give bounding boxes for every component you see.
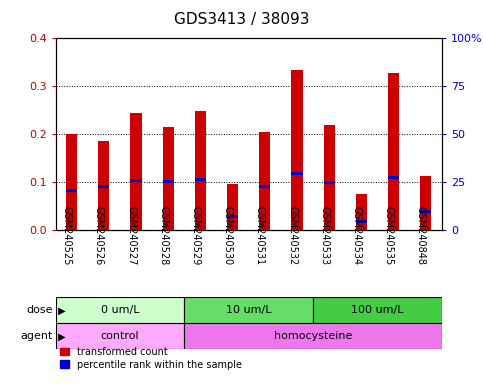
Bar bbox=[98, 141, 110, 230]
Bar bbox=[195, 178, 206, 181]
Bar bbox=[291, 172, 303, 175]
Bar bbox=[259, 132, 270, 230]
Text: GDS3413 / 38093: GDS3413 / 38093 bbox=[174, 12, 309, 26]
Text: GSM240525: GSM240525 bbox=[62, 206, 71, 265]
Text: homocysteine: homocysteine bbox=[274, 331, 352, 341]
Text: 10 um/L: 10 um/L bbox=[226, 305, 271, 315]
Bar bbox=[98, 185, 110, 188]
Text: GSM240529: GSM240529 bbox=[190, 206, 200, 265]
Bar bbox=[66, 134, 77, 230]
Bar bbox=[195, 111, 206, 230]
Bar bbox=[259, 185, 270, 188]
Text: dose: dose bbox=[27, 305, 53, 315]
Bar bbox=[388, 73, 399, 230]
Bar bbox=[227, 184, 238, 230]
Bar bbox=[356, 220, 367, 223]
Bar bbox=[227, 215, 238, 218]
Text: GSM240534: GSM240534 bbox=[352, 206, 361, 265]
Bar bbox=[163, 180, 174, 182]
Bar bbox=[291, 70, 303, 230]
Bar bbox=[66, 189, 77, 192]
Text: GSM240535: GSM240535 bbox=[384, 206, 394, 265]
Bar bbox=[420, 210, 431, 213]
Bar bbox=[420, 176, 431, 230]
Bar bbox=[163, 127, 174, 230]
Bar bbox=[324, 181, 335, 184]
Bar bbox=[356, 194, 367, 230]
Legend: transformed count, percentile rank within the sample: transformed count, percentile rank withi… bbox=[60, 347, 242, 369]
Text: ▶: ▶ bbox=[55, 331, 66, 341]
Text: GSM240530: GSM240530 bbox=[223, 206, 233, 265]
Bar bbox=[130, 113, 142, 230]
FancyBboxPatch shape bbox=[56, 323, 185, 349]
FancyBboxPatch shape bbox=[313, 297, 442, 323]
Text: GSM240531: GSM240531 bbox=[255, 206, 265, 265]
FancyBboxPatch shape bbox=[185, 323, 442, 349]
FancyBboxPatch shape bbox=[185, 297, 313, 323]
Text: 100 um/L: 100 um/L bbox=[351, 305, 404, 315]
Bar bbox=[324, 125, 335, 230]
Text: GSM240528: GSM240528 bbox=[158, 206, 168, 265]
FancyBboxPatch shape bbox=[56, 297, 185, 323]
Text: GSM240526: GSM240526 bbox=[94, 206, 104, 265]
Text: GSM240848: GSM240848 bbox=[416, 206, 426, 265]
Text: control: control bbox=[100, 331, 139, 341]
Text: GSM240527: GSM240527 bbox=[126, 206, 136, 265]
Text: 0 um/L: 0 um/L bbox=[100, 305, 139, 315]
Text: GSM240533: GSM240533 bbox=[319, 206, 329, 265]
Bar bbox=[388, 176, 399, 179]
Text: agent: agent bbox=[21, 331, 53, 341]
Text: ▶: ▶ bbox=[55, 305, 66, 315]
Text: GSM240532: GSM240532 bbox=[287, 206, 297, 265]
Bar bbox=[130, 179, 142, 182]
